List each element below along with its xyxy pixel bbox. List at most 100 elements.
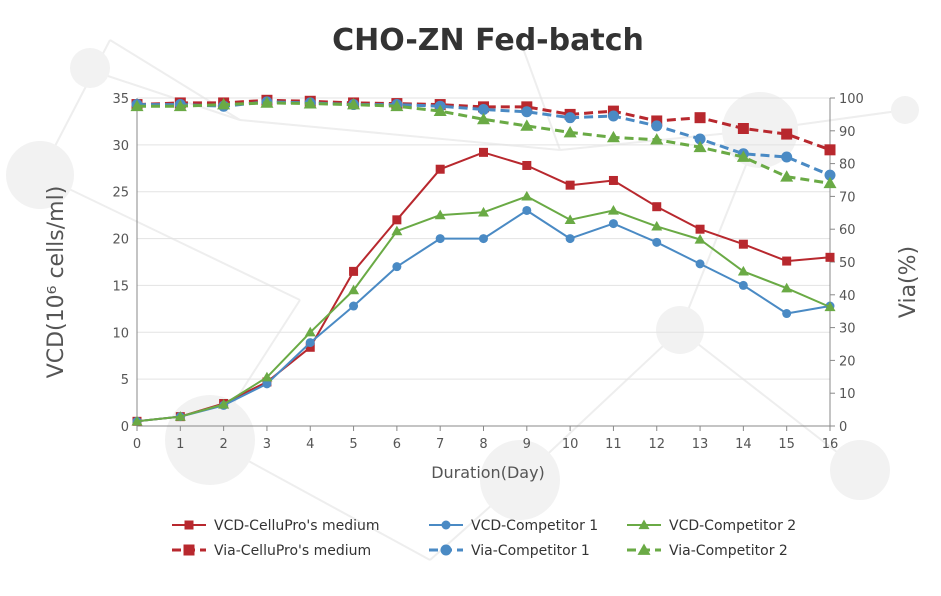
data-point (564, 112, 576, 124)
legend-label: Via-CelluPro's medium (214, 543, 371, 559)
data-point (217, 98, 231, 110)
data-point (823, 176, 837, 189)
data-point (737, 265, 749, 276)
data-point (305, 342, 315, 352)
x-tick-label: 13 (692, 437, 709, 452)
data-point (781, 282, 793, 293)
series-line (136, 195, 831, 423)
data-point (435, 234, 445, 244)
series-1 (132, 205, 835, 426)
data-point (608, 219, 618, 229)
data-point (694, 112, 706, 124)
data-point (390, 99, 404, 112)
y-right-tick-label: 0 (839, 420, 847, 435)
legend-item: VCD-Competitor 2 (627, 518, 796, 534)
data-point (608, 175, 618, 185)
bg-node (480, 440, 560, 520)
data-point (825, 252, 835, 262)
y-right-tick-label: 80 (839, 158, 856, 173)
x-tick-label: 11 (605, 437, 622, 452)
legend-swatch-marker (441, 520, 451, 530)
series-line (137, 101, 831, 185)
bg-node (891, 96, 919, 124)
data-point (522, 205, 532, 215)
data-point (131, 415, 143, 426)
bg-node (6, 141, 74, 209)
x-tick-label: 3 (263, 437, 271, 452)
legend-label: Via-Competitor 1 (471, 543, 590, 559)
data-point (737, 123, 749, 135)
y-axis-left-label: VCD(10⁶ cells/ml) (44, 186, 69, 379)
data-point (130, 99, 144, 112)
series-2 (131, 190, 836, 426)
legend-label: VCD-CelluPro's medium (214, 518, 380, 534)
data-point (434, 209, 446, 220)
data-point (824, 301, 836, 312)
data-point (738, 280, 748, 290)
x-tick-label: 6 (393, 437, 401, 452)
data-point (782, 256, 792, 266)
data-point (261, 371, 273, 382)
y-right-tick-label: 20 (839, 354, 856, 369)
y-right-tick-label: 10 (839, 387, 856, 402)
y-right-tick-label: 40 (839, 289, 856, 304)
bg-node (165, 395, 255, 485)
data-point (564, 214, 576, 224)
data-point (173, 99, 187, 112)
y-right-tick-label: 100 (839, 92, 864, 107)
legend-item: Via-Competitor 2 (627, 543, 788, 559)
legend-swatch-marker (638, 519, 650, 530)
legend-label: Via-Competitor 2 (669, 543, 788, 559)
bg-link (39, 174, 301, 301)
data-point (651, 120, 663, 132)
data-point (305, 338, 315, 348)
data-point (651, 220, 663, 231)
legend-item: VCD-CelluPro's medium (172, 518, 380, 534)
data-point (174, 411, 186, 421)
data-point (652, 237, 662, 247)
x-tick-label: 9 (523, 437, 531, 452)
y-left-tick-label: 35 (112, 92, 129, 107)
data-point (781, 128, 793, 140)
series-0 (132, 147, 835, 426)
chart-title: CHO-ZN Fed-batch (332, 23, 644, 58)
x-tick-label: 15 (778, 437, 795, 452)
data-point (563, 125, 577, 138)
x-tick-label: 1 (176, 437, 184, 452)
data-point (652, 202, 662, 212)
data-point (738, 239, 748, 249)
data-point (736, 150, 750, 162)
data-point (347, 98, 361, 110)
y-left-tick-label: 5 (121, 373, 129, 388)
x-tick-label: 0 (133, 437, 141, 452)
series-line (136, 98, 831, 152)
data-point (392, 262, 402, 272)
data-point (349, 266, 359, 276)
data-point (520, 119, 534, 131)
y-left-tick-label: 0 (121, 420, 129, 435)
x-tick-label: 7 (436, 437, 444, 452)
x-tick-label: 10 (562, 437, 579, 452)
data-point (262, 379, 272, 389)
legend-swatch-marker (440, 544, 452, 556)
data-point (435, 164, 445, 174)
data-point (650, 133, 664, 145)
data-point (521, 190, 533, 201)
data-point (693, 140, 707, 153)
y-left-tick-label: 20 (112, 233, 129, 248)
data-point (478, 103, 489, 115)
series-layer (130, 94, 837, 426)
data-point (260, 96, 274, 108)
y-left-tick-label: 25 (112, 186, 129, 201)
bg-link (519, 39, 561, 151)
data-point (433, 104, 447, 116)
data-point (304, 326, 316, 337)
bg-node (830, 440, 890, 500)
data-point (218, 398, 230, 409)
y-left-tick-label: 10 (112, 326, 129, 341)
data-point (348, 284, 360, 295)
legend-item: Via-CelluPro's medium (172, 543, 371, 559)
